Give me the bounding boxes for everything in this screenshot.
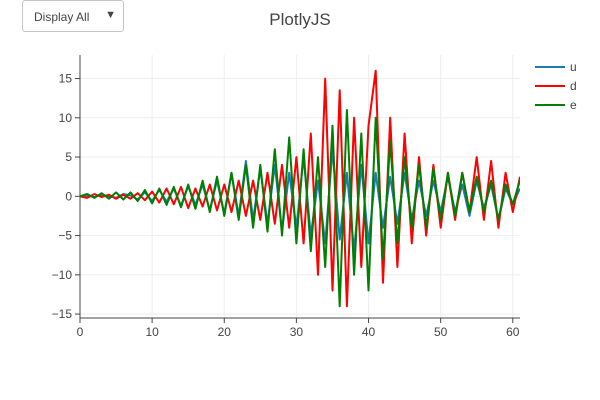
- y-tick-label: 15: [59, 72, 73, 86]
- x-tick-label: 20: [218, 325, 232, 339]
- y-tick-label: −15: [52, 307, 73, 321]
- legend-label-u: u: [570, 60, 577, 74]
- legend-label-e: e: [570, 98, 577, 112]
- chart-title: PlotlyJS: [269, 10, 331, 29]
- dropdown-label: Display All: [34, 10, 90, 24]
- y-tick-label: −5: [58, 229, 72, 243]
- x-tick-label: 30: [290, 325, 304, 339]
- y-tick-label: −10: [52, 268, 73, 282]
- chevron-down-icon: ▼: [105, 9, 116, 21]
- x-tick-label: 0: [77, 325, 84, 339]
- y-tick-label: 0: [65, 189, 72, 203]
- x-tick-label: 40: [362, 325, 376, 339]
- x-tick-label: 10: [145, 325, 159, 339]
- legend-label-d: d: [570, 79, 577, 93]
- x-tick-label: 60: [506, 325, 520, 339]
- x-tick-label: 50: [434, 325, 448, 339]
- y-tick-label: 5: [65, 150, 72, 164]
- y-tick-label: 10: [59, 111, 73, 125]
- display-dropdown[interactable]: Display All ▼: [22, 0, 124, 32]
- series-line-e: [80, 109, 520, 308]
